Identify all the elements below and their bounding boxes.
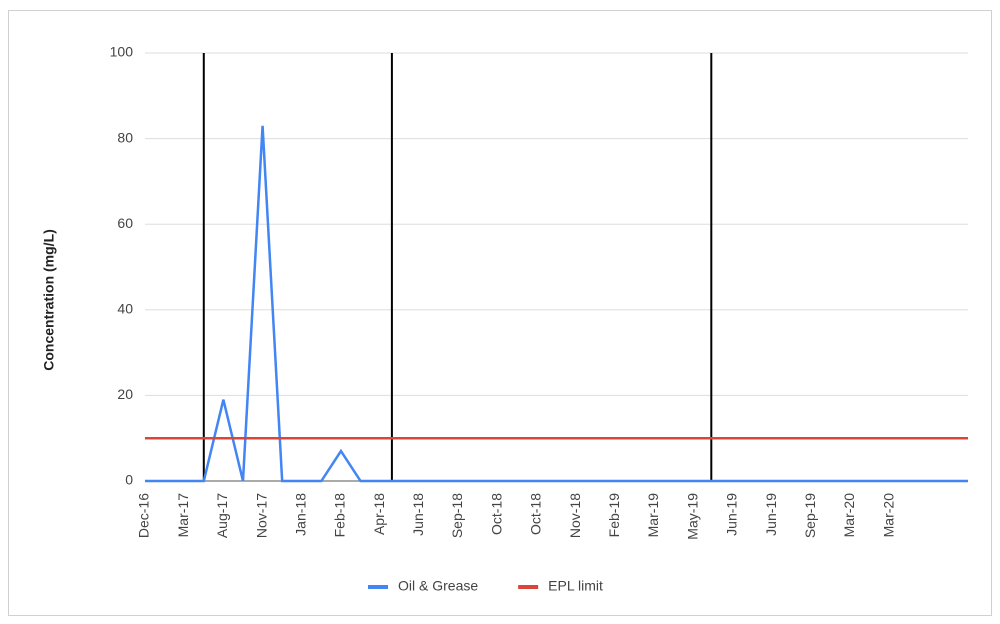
y-tick-label: 80 xyxy=(117,129,133,145)
y-tick-label: 100 xyxy=(110,44,134,60)
y-tick-label: 40 xyxy=(117,301,133,317)
legend-label: Oil & Grease xyxy=(398,578,478,594)
x-tick-label: Sep-19 xyxy=(802,493,818,538)
x-tick-label: Mar-20 xyxy=(841,493,857,538)
x-tick-label: Mar-20 xyxy=(880,493,896,538)
x-tick-label: Feb-19 xyxy=(606,493,622,538)
x-tick-label: Oct-18 xyxy=(488,493,504,535)
x-tick-label: Jun-19 xyxy=(724,493,740,536)
x-tick-label: Nov-18 xyxy=(567,493,583,538)
y-tick-label: 60 xyxy=(117,215,133,231)
x-tick-label: Mar-19 xyxy=(645,493,661,538)
x-tick-label: May-19 xyxy=(684,493,700,540)
x-tick-label: Jun-19 xyxy=(763,493,779,536)
x-tick-label: Jun-18 xyxy=(410,493,426,536)
x-tick-label: Oct-18 xyxy=(528,493,544,535)
y-axis-title: Concentration (mg/L) xyxy=(41,229,57,371)
x-tick-label: Jan-18 xyxy=(292,493,308,536)
x-tick-label: Nov-17 xyxy=(253,493,269,538)
y-tick-label: 20 xyxy=(117,386,133,402)
frame xyxy=(8,10,992,616)
line-series xyxy=(145,125,968,483)
x-tick-label: Aug-17 xyxy=(214,493,230,538)
x-tick-label: Sep-18 xyxy=(449,493,465,538)
x-tick-label: Apr-18 xyxy=(371,493,387,535)
x-tick-label: Mar-17 xyxy=(175,493,191,538)
x-tick-label: Feb-18 xyxy=(332,493,348,538)
y-tick-label: 0 xyxy=(125,472,133,488)
legend-label: EPL limit xyxy=(548,578,603,594)
x-tick-label: Dec-16 xyxy=(136,493,152,538)
